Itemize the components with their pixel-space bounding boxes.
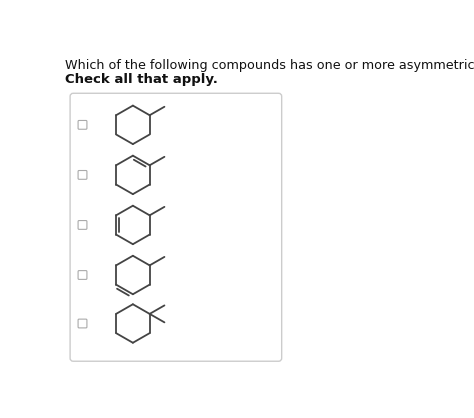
FancyBboxPatch shape: [78, 319, 87, 328]
FancyBboxPatch shape: [78, 171, 87, 179]
Text: Which of the following compounds has one or more asymmetric centers?: Which of the following compounds has one…: [65, 59, 474, 72]
FancyBboxPatch shape: [78, 120, 87, 129]
Text: Check all that apply.: Check all that apply.: [65, 73, 219, 86]
FancyBboxPatch shape: [78, 221, 87, 229]
FancyBboxPatch shape: [78, 270, 87, 279]
FancyBboxPatch shape: [70, 93, 282, 361]
